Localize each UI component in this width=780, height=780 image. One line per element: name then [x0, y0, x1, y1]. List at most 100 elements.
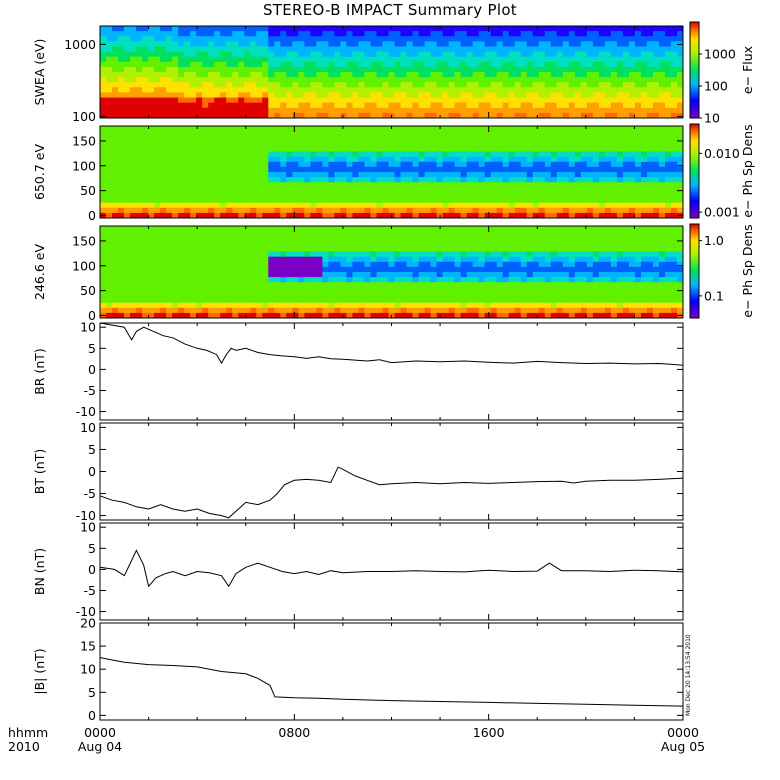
heat-cell: [586, 41, 594, 48]
heat-cell: [358, 226, 366, 232]
heat-cell: [244, 207, 251, 214]
heat-cell: [502, 187, 510, 194]
heat-cell: [448, 61, 456, 68]
heat-cell: [424, 136, 432, 142]
heat-cell: [250, 107, 257, 114]
heat-cell: [496, 177, 504, 183]
heat-cell: [508, 231, 516, 237]
heat-cell: [550, 131, 558, 137]
heat-cell: [550, 26, 558, 32]
heat-cell: [400, 261, 408, 268]
heat-cell: [598, 112, 606, 118]
heat-cell: [130, 112, 137, 118]
heat-cell: [112, 297, 119, 304]
heat-cell: [508, 302, 516, 309]
heat-cell: [148, 177, 155, 183]
heat-cell: [658, 197, 666, 204]
heat-cell: [514, 172, 522, 178]
heat-cell: [232, 272, 239, 278]
heat-cell: [346, 292, 354, 299]
heat-cell: [280, 141, 287, 148]
heat-cell: [130, 66, 137, 73]
heat-cell: [160, 307, 167, 314]
heat-cell: [478, 156, 486, 163]
heat-cell: [478, 287, 486, 294]
heat-cell: [424, 277, 432, 283]
heat-cell: [484, 192, 492, 199]
heat-cell: [142, 282, 149, 288]
heat-cell: [610, 72, 618, 78]
heat-cell: [430, 212, 438, 218]
heat-cell: [568, 282, 576, 288]
heat-cell: [664, 87, 672, 94]
heat-cell: [598, 212, 606, 218]
heat-cell: [406, 312, 414, 318]
heat-cell: [604, 92, 612, 99]
heat-cell: [628, 161, 636, 168]
heat-cell: [178, 56, 185, 63]
heat-cell: [460, 61, 468, 68]
heat-cell: [670, 172, 678, 178]
heat-cell: [274, 26, 281, 32]
heat-cell: [124, 46, 131, 53]
heat-cell: [478, 31, 486, 37]
heat-cell: [568, 192, 576, 199]
heat-cell: [670, 182, 678, 188]
heat-cell: [268, 36, 275, 42]
heat-cell: [112, 161, 119, 168]
heat-cell: [676, 97, 683, 104]
heat-cell: [190, 207, 197, 214]
heat-cell: [100, 266, 107, 273]
heat-cell: [496, 272, 504, 278]
heat-cell: [304, 287, 311, 294]
heat-cell: [466, 261, 474, 268]
heat-cell: [292, 56, 299, 63]
heat-cell: [310, 251, 317, 258]
heat-cell: [190, 282, 197, 288]
heat-cell: [238, 97, 245, 104]
heat-cell: [466, 307, 474, 314]
heat-cell: [334, 307, 342, 314]
heat-cell: [544, 231, 552, 237]
heat-cell: [160, 72, 167, 78]
heat-cell: [646, 212, 654, 218]
heat-cell: [658, 26, 666, 32]
heat-cell: [118, 297, 125, 304]
heat-cell: [142, 107, 149, 114]
heat-cell: [346, 261, 354, 268]
heat-cell: [622, 141, 630, 148]
heat-cell: [190, 126, 197, 132]
heat-cell: [274, 241, 281, 248]
heat-cell: [400, 182, 408, 188]
heat-cell: [142, 166, 149, 173]
heat-cell: [352, 72, 360, 78]
heat-cell: [454, 177, 462, 183]
heat-cell: [124, 136, 131, 142]
heat-cell: [178, 151, 185, 158]
heat-cell: [322, 77, 329, 83]
heat-cell: [304, 246, 311, 253]
heat-cell: [478, 172, 486, 178]
heat-cell: [124, 307, 131, 314]
heat-cell: [166, 246, 173, 253]
heat-cell: [352, 61, 360, 68]
heat-cell: [328, 236, 335, 242]
heat-cell: [574, 212, 582, 218]
heat-cell: [364, 36, 372, 42]
heat-cell: [586, 31, 594, 37]
heat-cell: [112, 112, 119, 118]
heat-cell: [352, 251, 360, 258]
heat-cell: [274, 161, 281, 168]
heat-cell: [400, 146, 408, 153]
heat-cell: [676, 182, 683, 188]
heat-cell: [520, 36, 528, 42]
heat-cell: [292, 282, 299, 288]
heat-cell: [430, 102, 438, 109]
heat-cell: [220, 61, 227, 68]
heat-cell: [454, 46, 462, 53]
heat-cell: [556, 151, 564, 158]
heat-cell: [460, 166, 468, 173]
heat-cell: [550, 112, 558, 118]
heat-cell: [220, 161, 227, 168]
heat-cell: [394, 146, 402, 153]
